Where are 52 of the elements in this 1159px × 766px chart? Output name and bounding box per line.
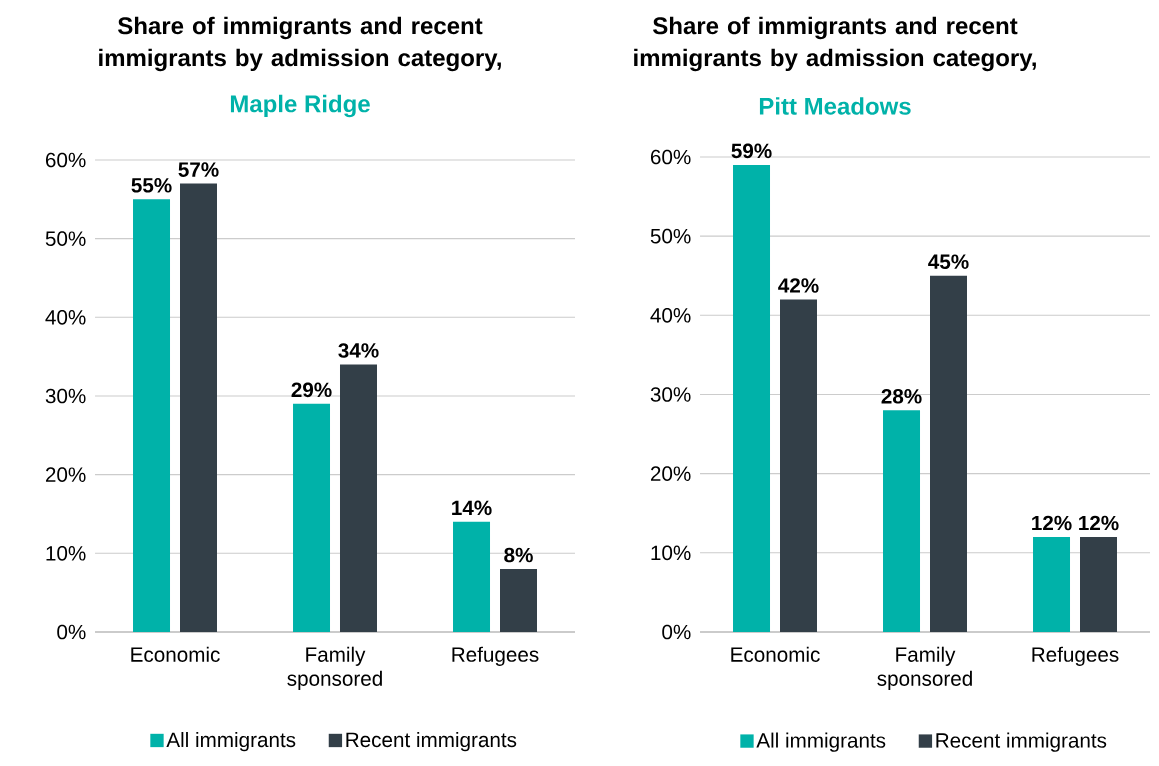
legend-label: Recent immigrants: [346, 731, 517, 752]
data-label: 12%: [1079, 515, 1119, 531]
y-tick-label: 50%: [650, 228, 691, 244]
data-label: 59%: [731, 143, 772, 159]
y-tick-label: 20%: [650, 466, 691, 481]
y-tick-label: 10%: [651, 545, 691, 561]
x-tick-label: Family sponsored: [877, 646, 972, 690]
data-label: 12%: [1032, 515, 1072, 531]
y-tick-label: 60%: [650, 149, 691, 165]
legend-label: All immigrants: [166, 731, 296, 752]
bar: [733, 164, 771, 632]
y-tick-label: 60%: [45, 152, 86, 168]
data-label: 8%: [504, 547, 533, 563]
legend-label: All immigrants: [756, 732, 886, 752]
data-label: 28%: [881, 388, 922, 404]
bar: [1080, 536, 1117, 632]
chart-subtitle: Maple Ridge: [230, 94, 370, 118]
bar: [340, 364, 377, 632]
y-tick-label: 30%: [45, 388, 86, 404]
bar: [180, 183, 217, 632]
bar: [1033, 536, 1071, 632]
x-tick-label: Family sponsored: [287, 646, 382, 690]
data-label: 57%: [178, 162, 219, 177]
y-tick-label: 10%: [46, 546, 86, 561]
x-tick-label: Refugees: [1032, 646, 1119, 666]
bar: [453, 521, 491, 632]
chart-title: Share of immigrants and recent immigrants by admission category,: [99, 16, 501, 72]
data-label: 34%: [338, 343, 379, 358]
bar: [780, 299, 817, 632]
chart-subtitle: Pitt Meadows: [759, 97, 911, 115]
data-label: 45%: [928, 254, 969, 270]
data-label: 14%: [452, 500, 492, 516]
legend-label: Recent immigrants: [936, 732, 1107, 752]
bar: [930, 275, 967, 632]
y-tick-label: 0%: [57, 624, 86, 640]
data-label: 29%: [291, 382, 332, 398]
y-tick-label: 20%: [45, 467, 86, 482]
bar: [500, 569, 537, 632]
chart-title: Share of immigrants and recent immigrants by admission category,: [634, 16, 1036, 72]
bar: [883, 410, 921, 632]
x-tick-label: Economic: [731, 646, 820, 662]
x-tick-label: Refugees: [452, 646, 539, 666]
y-tick-label: 40%: [650, 308, 691, 323]
data-label: 55%: [131, 178, 172, 193]
y-tick-label: 50%: [45, 231, 86, 246]
data-label: 42%: [778, 278, 819, 293]
y-tick-label: 30%: [650, 387, 691, 402]
y-tick-label: 0%: [662, 624, 691, 640]
bar: [133, 199, 171, 632]
x-tick-label: Economic: [131, 646, 220, 662]
y-tick-label: 40%: [45, 310, 86, 325]
bar: [293, 403, 331, 632]
